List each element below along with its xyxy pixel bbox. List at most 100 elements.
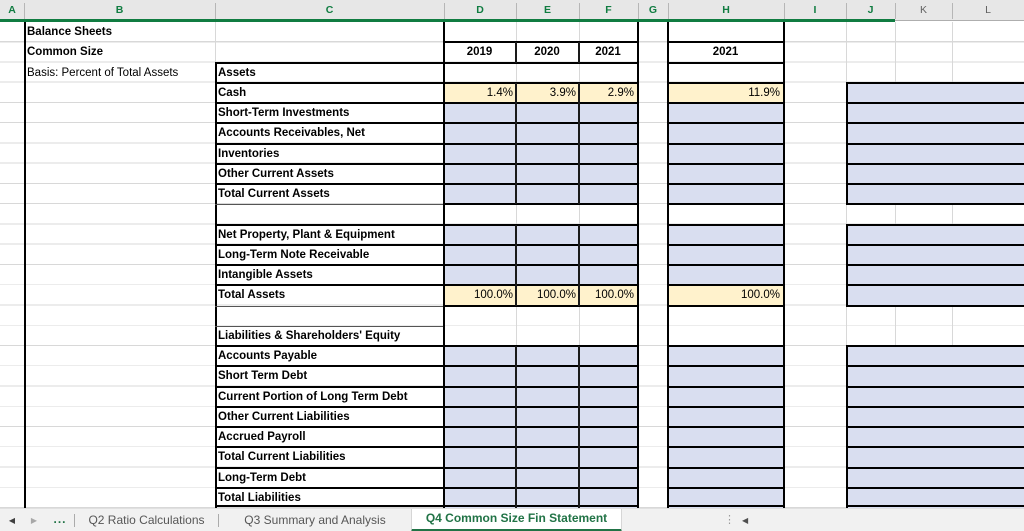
row-label-total-assets[interactable]: Total Assets [218,289,286,302]
row-label-current-portion-of-long-term-debt[interactable]: Current Portion of Long Term Debt [218,390,408,403]
cell-border [846,304,1024,307]
grid-cell[interactable] [668,467,783,488]
row-label-other-current-assets[interactable]: Other Current Assets [218,167,334,180]
doc-title-cell[interactable]: Balance Sheets [27,26,113,38]
grid-cell[interactable] [444,143,637,164]
row-label-net-property-plant-equipment[interactable]: Net Property, Plant & Equipment [218,228,395,241]
grid-cell[interactable] [668,427,783,448]
tabs-scroll-left-icon[interactable]: ◀ [8,516,16,525]
grid-cell[interactable] [668,224,783,245]
tab-q3-summary-and-analysis[interactable]: Q3 Summary and Analysis [244,513,386,527]
column-header-c[interactable]: C [325,4,334,16]
grid-cell[interactable] [668,184,783,205]
value-h-cash[interactable]: 11.9% [748,86,780,99]
row-label-intangible-assets[interactable]: Intangible Assets [218,269,313,281]
tabs-scroll-right-icon[interactable]: ▶ [30,516,38,525]
row-label-assets[interactable]: Assets [218,66,256,79]
tab-q2-ratio-calculations[interactable]: Q2 Ratio Calculations [88,513,205,527]
row-label-long-term-note-receivable[interactable]: Long-Term Note Receivable [218,248,370,261]
grid-cell[interactable] [668,143,783,164]
tab-q4-common-size-fin-statement[interactable]: Q4 Common Size Fin Statement [411,509,622,531]
column-header-a[interactable]: A [8,4,16,16]
column-header-l[interactable]: L [985,4,991,16]
value-h-total-assets[interactable]: 100.0% [740,289,780,302]
value-2020-total-assets[interactable]: 100.0% [536,289,576,302]
grid-cell[interactable] [668,123,783,144]
grid-cell[interactable] [444,487,637,508]
value-2019-cash[interactable]: 1.4% [486,86,513,99]
column-header-k[interactable]: K [919,4,927,16]
column-header-separator [579,3,580,19]
column-header-separator [516,3,517,19]
grid-cell[interactable] [668,265,783,286]
grid-cell[interactable] [668,103,783,124]
row-label-accrued-payroll[interactable]: Accrued Payroll [218,431,306,443]
grid-cell[interactable] [444,103,637,124]
grid-cell[interactable] [444,346,637,367]
row-label-short-term-investments[interactable]: Short-Term Investments [218,107,350,119]
comparison-year-header[interactable]: 2021 [712,46,739,59]
grid-cell[interactable] [668,406,783,427]
row-label-other-current-liabilities[interactable]: Other Current Liabilities [218,410,350,423]
grid-cell[interactable] [444,184,637,205]
cell-border [668,162,783,165]
row-label-long-term-debt[interactable]: Long-Term Debt [218,471,306,484]
cell-border [215,426,443,428]
grid-cell[interactable] [668,386,783,407]
grid-cell[interactable] [668,244,783,265]
grid-cell[interactable] [668,163,783,184]
row-label-liabilities-shareholders-equity[interactable]: Liabilities & Shareholders' Equity [218,329,401,342]
grid-cell[interactable] [668,82,783,103]
value-2021-cash[interactable]: 2.9% [607,86,634,99]
value-2020-cash[interactable]: 3.9% [549,86,576,99]
row-label-total-liabilities[interactable]: Total Liabilities [218,491,301,504]
column-header-b[interactable]: B [115,4,124,16]
grid-cell[interactable] [668,447,783,468]
row-label-inventories[interactable]: Inventories [218,147,280,160]
value-2019-total-assets[interactable]: 100.0% [473,289,513,302]
row-label-accounts-payable[interactable]: Accounts Payable [218,350,318,362]
hscroll-left-icon[interactable]: ◀ [742,516,749,525]
grid-cell[interactable] [444,163,637,184]
grid-cell[interactable] [444,265,637,286]
cell-border [444,505,637,507]
column-header-e[interactable]: E [543,4,551,16]
grid-cell[interactable] [668,285,783,306]
grid-cell[interactable] [444,123,637,144]
row-label-total-current-assets[interactable]: Total Current Assets [218,188,330,200]
tabs-overflow-icon[interactable]: ... [53,512,67,526]
column-header-g[interactable]: G [648,4,658,16]
year-header-2019[interactable]: 2019 [466,46,493,59]
cell-border [444,102,637,104]
grid-cell[interactable] [444,244,637,265]
grid-cell[interactable] [444,82,637,103]
row-label-total-current-liabilities[interactable]: Total Current Liabilities [218,451,346,464]
column-header-j[interactable]: J [867,4,874,16]
grid-cell[interactable] [668,366,783,387]
grid-cell[interactable] [668,346,783,367]
column-header-i[interactable]: I [813,4,817,16]
grid-cell[interactable] [444,427,637,448]
grid-cell[interactable] [444,447,637,468]
grid-cell[interactable] [444,406,637,427]
grid-cell[interactable] [444,467,637,488]
cell-border [668,102,783,104]
grid-cell[interactable] [668,487,783,508]
grid-cell[interactable] [444,366,637,387]
tab-options-icon[interactable]: ⋮ [724,514,735,526]
row-label-short-term-debt[interactable]: Short Term Debt [218,370,308,383]
row-label-accounts-receivables-net[interactable]: Accounts Receivables, Net [218,127,366,140]
doc-basis-cell[interactable]: Basis: Percent of Total Assets [27,66,179,79]
grid-cell[interactable] [444,285,637,306]
value-2021-total-assets[interactable]: 100.0% [594,289,634,302]
column-header-d[interactable]: D [476,4,484,16]
year-header-2020[interactable]: 2020 [534,46,560,59]
doc-subtitle-cell[interactable]: Common Size [27,46,104,59]
year-header-2021[interactable]: 2021 [595,46,621,59]
cell-border [444,284,637,287]
grid-cell[interactable] [444,224,637,245]
column-header-h[interactable]: H [722,4,730,16]
row-label-cash[interactable]: Cash [218,86,247,99]
grid-cell[interactable] [444,386,637,407]
column-header-f[interactable]: F [605,4,612,16]
